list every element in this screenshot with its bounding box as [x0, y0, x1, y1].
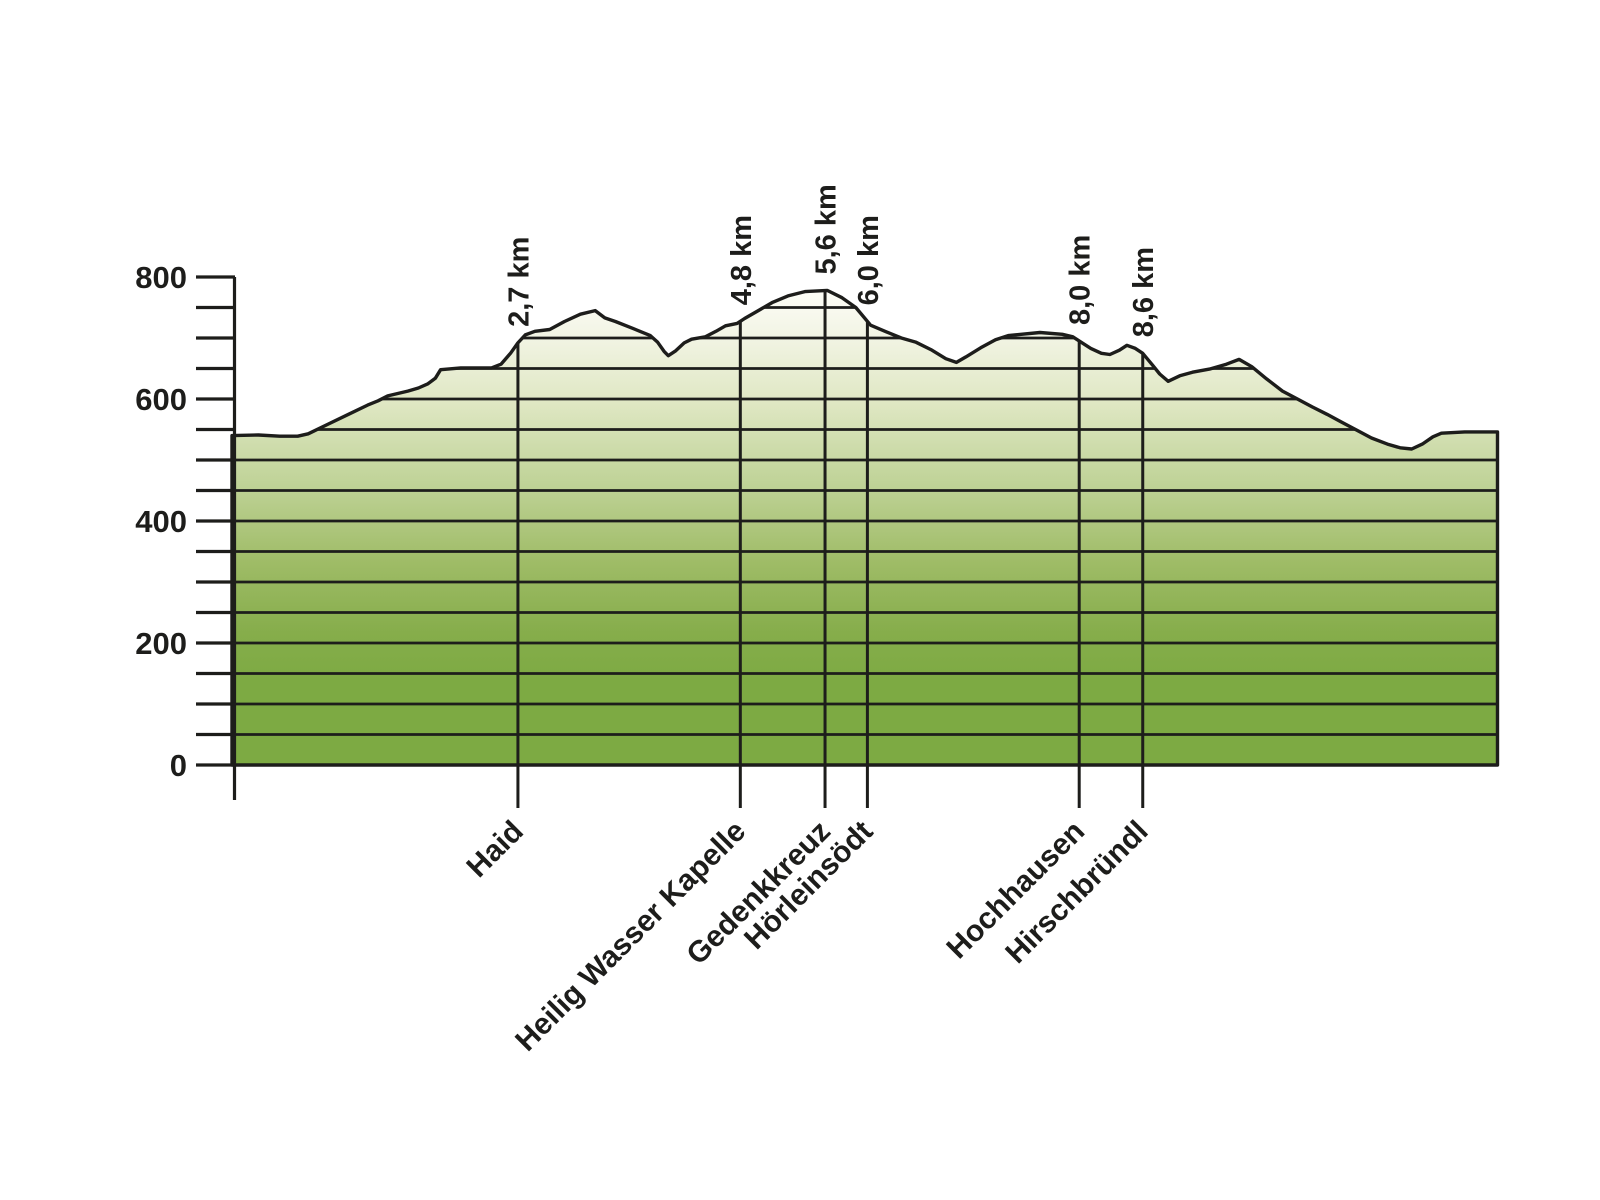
y-axis-label-600: 600 — [135, 382, 187, 417]
waypoint-name-label-1: Haid — [461, 815, 530, 884]
waypoint-km-label-3: 5,6 km — [811, 184, 843, 274]
waypoint-markers — [516, 290, 1145, 808]
y-axis-label-400: 400 — [135, 504, 187, 539]
waypoint-km-label-2: 4,8 km — [726, 215, 758, 305]
y-axis — [196, 275, 237, 800]
y-axis-label-200: 200 — [135, 626, 187, 661]
waypoint-km-label-1: 2,7 km — [503, 237, 535, 327]
y-axis-labels: 0 200 400 600 800 — [135, 260, 187, 783]
y-axis-label-0: 0 — [170, 748, 187, 783]
terrain-outline — [230, 288, 1500, 767]
waypoint-km-label-6: 8,6 km — [1128, 247, 1160, 337]
y-axis-label-800: 800 — [135, 260, 187, 295]
waypoint-km-label-4: 6,0 km — [853, 215, 885, 305]
waypoint-km-labels: 2,7 km 4,8 km 5,6 km 6,0 km 8,0 km 8,6 km — [503, 184, 1160, 337]
terrain-area — [232, 290, 1498, 765]
waypoint-km-label-5: 8,0 km — [1065, 235, 1097, 325]
